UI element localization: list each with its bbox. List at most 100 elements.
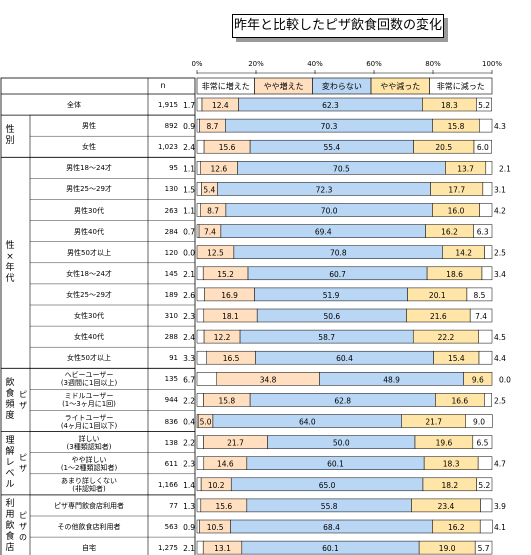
bar-value-label: 21.6 [430,312,447,321]
bar-value-label: 2.2 [183,439,195,448]
row-label: 女性 [82,143,96,152]
bar-segment [466,287,493,302]
legend-label: 非常に増えた [202,81,250,91]
bar-value-label: 0.4 [183,418,195,427]
bar-segment [472,435,493,449]
x-tick-label: 60% [366,60,382,68]
bar-value-label: 7.4 [475,312,487,321]
bar-value-label: 15.8 [218,396,235,405]
bar-value-label: 8.7 [207,122,219,131]
bar-value-label: 48.9 [383,375,400,384]
bar-value-label: 2.5 [494,396,506,405]
row-label: やや詳しい (1～2種類認知者) [60,455,118,472]
bar-segment [473,224,493,238]
row-n: 130 [164,185,178,194]
bar-segment [480,498,493,513]
bar-value-label: 2.6 [183,291,195,300]
row-label: ピザ専門飲食店利用者 [54,501,124,510]
bar-value-label: 0.7 [183,228,195,237]
bar-value-label: 1.3 [183,502,195,511]
bar-segment [474,540,493,555]
bar-segment [196,498,202,513]
bar-value-label: 23.4 [438,502,455,511]
bar-value-label: 18.1 [222,312,239,321]
bar-segment [196,540,204,555]
bar-value-label: 21.7 [425,418,442,427]
bar-segment [196,118,200,133]
row-label: 男性25～29才 [66,185,112,194]
row-n: 77 [169,501,178,510]
n-header: n [160,81,166,90]
bar-segment [479,118,493,133]
bar-value-label: 0.9 [183,122,195,131]
group-sublabel: ピ ザ [19,389,27,410]
legend-label: 非常に減った [437,81,485,91]
bar-value-label: 70.3 [321,122,338,131]
bar-value-label: 8.7 [207,207,219,216]
bar-segment [196,182,202,196]
bar-segment [484,393,492,407]
bar-value-label: 2.3 [183,312,195,321]
bar-value-label: 20.5 [435,143,452,152]
bar-segment [196,97,203,112]
group-label: 性 別 [5,125,15,147]
row-label: 女性50才以上 [67,354,111,363]
group-label: 利 用 飲 食 店 [5,499,15,554]
bar-value-label: 34.8 [260,375,277,384]
row-label: 全体 [67,101,81,109]
bar-segment [196,203,201,217]
bar-value-label: 2.1 [499,164,511,173]
bar-value-label: 16.6 [451,396,468,405]
row-n: 836 [164,417,178,426]
bar-value-label: 12.6 [210,164,227,173]
row-n: 95 [169,164,178,173]
bar-value-label: 50.0 [333,439,350,448]
bar-value-label: 3.3 [183,354,195,363]
bar-value-label: 16.2 [448,523,465,532]
bar-value-label: 70.5 [333,164,350,173]
group-sublabel: ピ ザ の [19,511,27,543]
bar-value-label: 15.2 [217,270,234,279]
row-n: 288 [164,333,178,342]
bar-value-label: 15.8 [448,122,465,131]
row-n: 145 [164,269,178,278]
bar-value-label: 4.7 [494,460,506,469]
bar-value-label: 4.3 [494,122,506,131]
bar-value-label: 60.1 [327,460,344,469]
bar-value-label: 2.2 [183,396,195,405]
bar-value-label: 9.0 [473,418,485,427]
bar-value-label: 19.0 [439,544,456,553]
bar-value-label: 3.1 [494,185,506,194]
row-n: 189 [164,290,178,299]
bar-value-label: 7.4 [204,228,216,237]
bar-value-label: 4.2 [494,207,506,216]
group-label: 理 解 レ ベ ル [5,435,15,490]
bar-segment [196,308,205,323]
bar-segment [463,372,493,386]
row-label: 男性50才以上 [67,248,111,257]
legend-label: やや減った [380,81,420,91]
bar-value-label: 62.8 [334,396,351,405]
bar-value-label: 70.0 [321,207,338,216]
bar-value-label: 2.4 [183,333,195,342]
bar-value-label: 20.1 [429,291,446,300]
bar-value-label: 55.4 [323,143,340,152]
bar-value-label: 68.4 [323,523,340,532]
bar-segment [469,308,493,323]
bar-value-label: 62.3 [322,101,339,110]
row-label: あまり詳しくない (非認知者) [61,476,117,493]
row-n: 1,166 [157,480,178,489]
bar-segment [196,350,207,365]
bar-value-label: 18.3 [443,460,460,469]
x-tick-label: 100% [482,60,502,68]
bar-value-label: 8.5 [473,291,485,300]
bar-segment [196,287,205,302]
bar-value-label: 60.1 [322,544,339,553]
bar-value-label: 72.3 [316,185,333,194]
bar-segment [476,477,493,492]
row-label: ヘビーユーザー (3週間に1回以上) [60,371,118,388]
bar-value-label: 5.7 [478,544,490,553]
row-n: 263 [164,206,178,215]
bar-value-label: 2.1 [183,270,195,279]
